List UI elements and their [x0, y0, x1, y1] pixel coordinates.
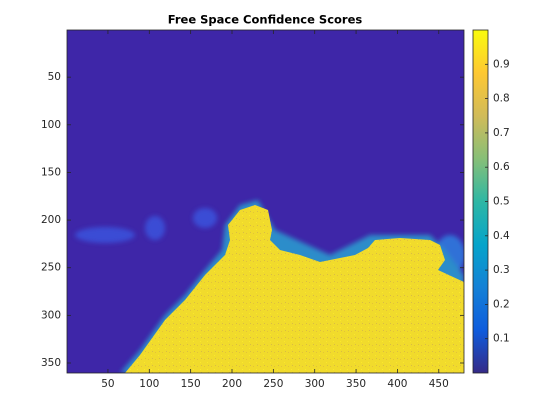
y-tick-label: 100 [41, 119, 61, 131]
chart-title: Free Space Confidence Scores [168, 13, 363, 27]
x-tick-label: 400 [387, 378, 407, 390]
y-tick-label: 250 [41, 262, 61, 274]
x-tick-label: 200 [222, 378, 242, 390]
x-tick-label: 100 [139, 378, 159, 390]
y-tick-label: 150 [41, 166, 61, 178]
x-tick-label: 150 [181, 378, 201, 390]
x-tick-label: 250 [263, 378, 283, 390]
y-tick-label: 350 [41, 357, 61, 369]
colorbar-tick-label: 0.9 [493, 58, 510, 70]
colorbar-tick-label: 0.8 [493, 93, 510, 105]
colorbar-tick-label: 0.7 [493, 127, 510, 139]
free-space-region [125, 205, 464, 373]
colorbar-tick-label: 0.3 [493, 264, 510, 276]
y-tick-label: 200 [41, 214, 61, 226]
x-tick-label: 450 [429, 378, 449, 390]
colorbar-tick-label: 0.4 [493, 230, 510, 242]
colorbar-tick-label: 0.5 [493, 196, 510, 208]
y-tick-label: 50 [48, 71, 61, 83]
colorbar-tick-label: 0.2 [493, 298, 510, 310]
x-tick-label: 50 [101, 378, 114, 390]
x-tick-label: 300 [305, 378, 325, 390]
colorbar-tick-label: 0.1 [493, 333, 510, 345]
colorbar-tick-label: 0.6 [493, 161, 510, 173]
image [67, 30, 464, 373]
axes-box [66, 29, 465, 374]
x-tick-label: 350 [346, 378, 366, 390]
y-tick-label: 300 [41, 309, 61, 321]
